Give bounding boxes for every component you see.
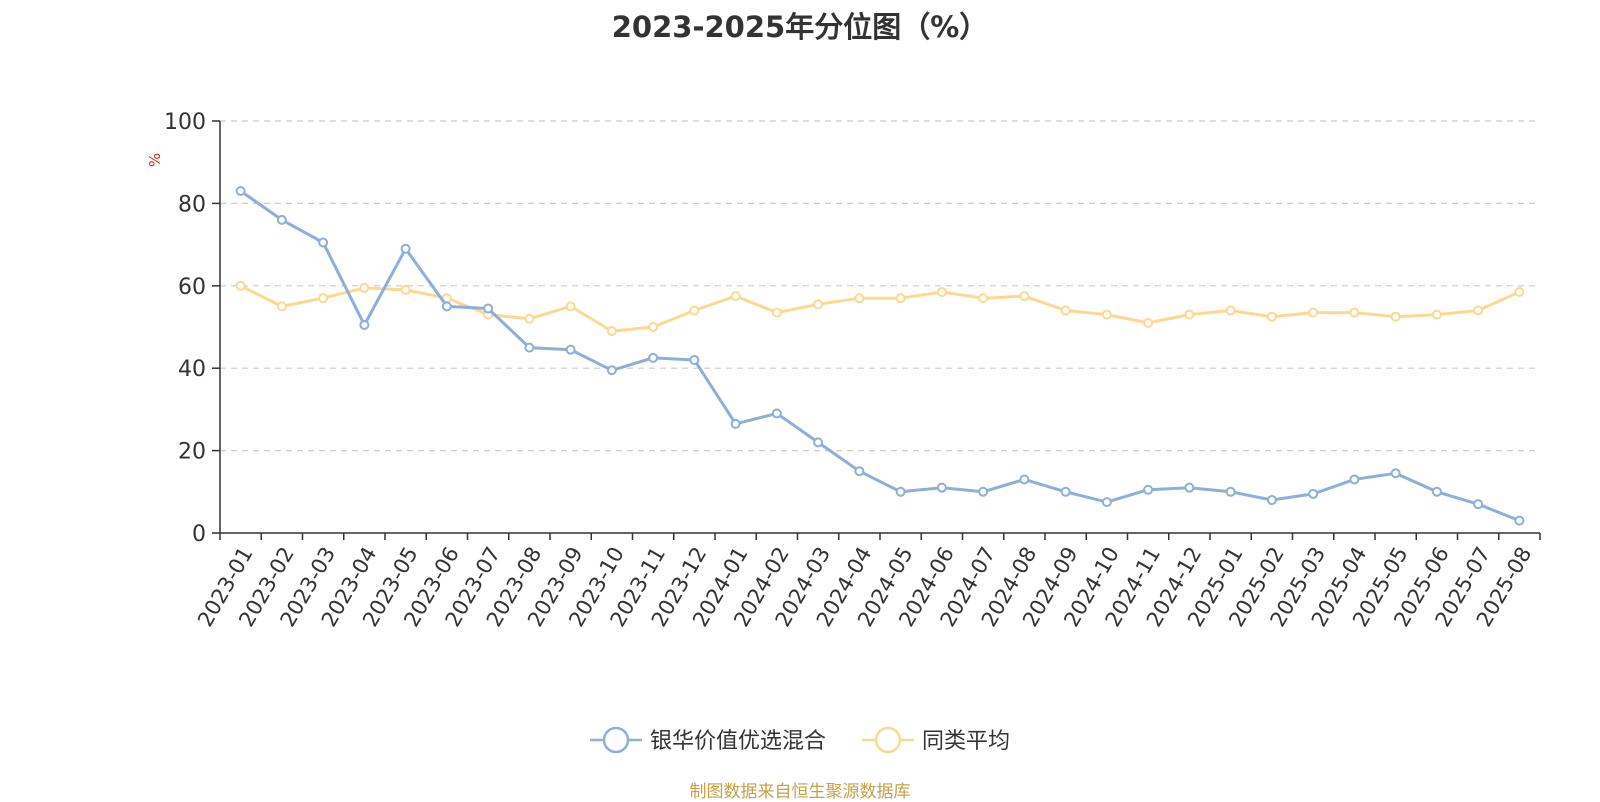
- series-1-point: [1308, 488, 1319, 499]
- series-2-point: [936, 286, 947, 297]
- series-1-point: [1225, 486, 1236, 497]
- series-2-point: [689, 305, 700, 316]
- grid-lines: [220, 120, 1540, 452]
- series-2-line: [239, 284, 1521, 333]
- series-1-point: [483, 303, 494, 314]
- series-2-point: [359, 282, 370, 293]
- legend-item-2[interactable]: 同类平均: [862, 726, 1010, 754]
- series-2-point: [1266, 311, 1277, 322]
- series-2-point: [771, 307, 782, 318]
- series-2-point: [1473, 305, 1484, 316]
- series-1-point: [1019, 474, 1030, 485]
- series-2-point: [1101, 309, 1112, 320]
- series-1-point: [771, 408, 782, 419]
- series-1-point: [1266, 495, 1277, 506]
- series-1-point: [441, 301, 452, 312]
- series-1-point: [524, 342, 535, 353]
- series-2-point: [565, 301, 576, 312]
- series-2-point: [276, 301, 287, 312]
- series-1-point: [895, 486, 906, 497]
- series-1: [235, 186, 1525, 526]
- series-2-point: [978, 293, 989, 304]
- legend-label: 银华价值优选混合: [650, 729, 826, 754]
- legend-item-1[interactable]: 银华价值优选混合: [590, 726, 826, 754]
- series-1-point: [1431, 486, 1442, 497]
- y-tick-label: 20: [178, 440, 206, 465]
- series-2-point: [524, 313, 535, 324]
- series-2-point: [606, 326, 617, 337]
- legend[interactable]: 银华价值优选混合 同类平均: [590, 726, 1010, 754]
- series-1-point: [1390, 468, 1401, 479]
- series-2-point: [1184, 309, 1195, 320]
- legend-marker: [874, 726, 902, 754]
- chart-title: 2023-2025年分位图（%）: [611, 10, 989, 44]
- series-2-point: [1060, 305, 1071, 316]
- series-2-point: [235, 280, 246, 291]
- series-1-point: [854, 466, 865, 477]
- series-2-point: [400, 284, 411, 295]
- y-tick-label: 0: [192, 522, 206, 547]
- series-lines: [235, 186, 1525, 526]
- y-tick-label: 80: [178, 192, 206, 217]
- series-2-point: [1431, 309, 1442, 320]
- y-axis-unit-label: %: [146, 153, 164, 167]
- series-2-point: [895, 293, 906, 304]
- series-2-point: [813, 299, 824, 310]
- series-1-point: [235, 186, 246, 197]
- series-2-point: [1308, 307, 1319, 318]
- series-1-point: [730, 418, 741, 429]
- series-1-point: [1473, 499, 1484, 510]
- series-1-point: [318, 237, 329, 248]
- series-1-point: [276, 214, 287, 225]
- y-tick-label: 60: [178, 275, 206, 300]
- y-tick-label: 100: [164, 110, 206, 135]
- series-1-line: [239, 189, 1520, 522]
- data-source-note: 制图数据来自恒生聚源数据库: [689, 782, 911, 802]
- series-2-point: [854, 293, 865, 304]
- legend-label: 同类平均: [922, 729, 1010, 754]
- series-2-point: [730, 291, 741, 302]
- series-1-point: [648, 352, 659, 363]
- series-2-point: [648, 322, 659, 332]
- series-1-point: [1349, 474, 1360, 485]
- series-1-point: [1101, 497, 1112, 508]
- series-2-point: [1019, 291, 1030, 302]
- series-1-point: [1060, 486, 1071, 497]
- series-2-point: [1514, 286, 1525, 297]
- series-1-point: [813, 437, 824, 448]
- series-1-point: [606, 365, 617, 376]
- series-1-point: [936, 482, 947, 493]
- series-1-point: [1514, 515, 1525, 526]
- series-2-point: [1390, 311, 1401, 322]
- series-2-point: [1225, 305, 1236, 316]
- series-2-point: [318, 293, 329, 304]
- series-1-point: [565, 344, 576, 355]
- series-1-point: [1184, 482, 1195, 493]
- series-1-point: [359, 319, 370, 330]
- axes: 0204060801002023-012023-022023-032023-04…: [164, 110, 1541, 631]
- series-2-point: [1349, 307, 1360, 318]
- legend-marker: [602, 726, 630, 754]
- series-1-point: [689, 354, 700, 365]
- series-1-point: [1143, 484, 1154, 495]
- series-1-point: [978, 486, 989, 497]
- series-1-point: [400, 243, 411, 254]
- series-2: [235, 280, 1525, 337]
- y-tick-label: 40: [178, 357, 206, 382]
- series-2-point: [1143, 317, 1154, 328]
